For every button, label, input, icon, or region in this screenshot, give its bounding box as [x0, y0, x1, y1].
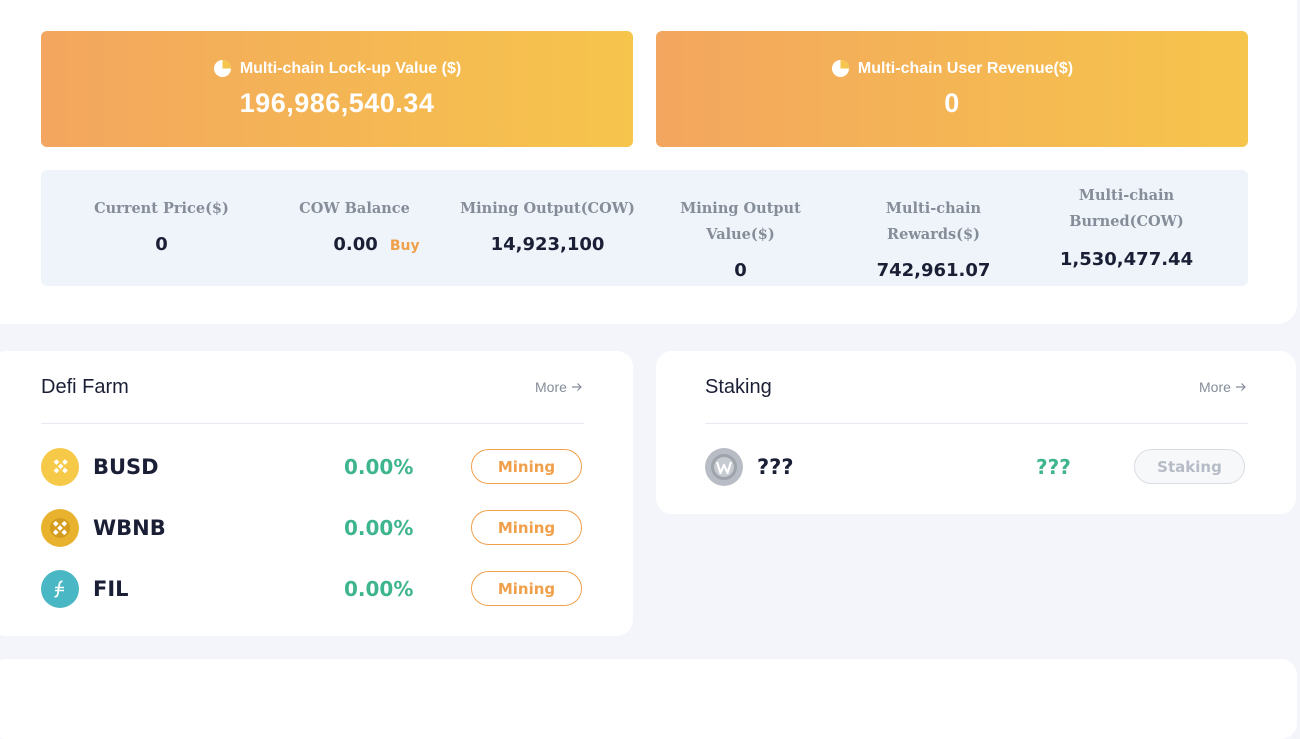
staking-title: Staking — [705, 376, 772, 398]
bottom-card — [0, 659, 1297, 739]
divider — [41, 423, 584, 424]
buy-link[interactable]: Buy — [389, 238, 420, 254]
coin-name: ??? — [757, 455, 794, 479]
metric-cow-balance: COW Balance 0.00 Buy — [258, 170, 451, 286]
more-label: More — [1199, 379, 1231, 395]
mining-button[interactable]: Mining — [471, 571, 582, 606]
coin-name: FIL — [93, 577, 129, 601]
metrics-strip: Current Price($) 0 COW Balance 0.00 Buy M… — [41, 170, 1248, 286]
defi-farm-panel: Defi Farm More BUSD 0.00% Mining — [0, 351, 633, 636]
busd-icon — [41, 448, 79, 486]
metric-mining-output: Mining Output(COW) 14,923,100 — [451, 170, 644, 286]
coin-name: WBNB — [93, 516, 166, 540]
arrow-right-icon — [1235, 383, 1246, 391]
defi-farm-title: Defi Farm — [41, 376, 129, 398]
divider — [705, 423, 1248, 424]
mining-button[interactable]: Mining — [471, 510, 582, 545]
metric-label: Multi-chain — [1078, 187, 1175, 204]
pie-chart-icon — [831, 59, 849, 78]
metric-label: Mining Output(COW) — [460, 200, 635, 217]
metric-value: 14,923,100 — [490, 234, 605, 255]
farm-row-busd: BUSD 0.00% Mining — [0, 447, 633, 487]
coin-name: BUSD — [93, 455, 159, 479]
metric-value: 0 — [155, 234, 168, 255]
bnb-icon — [41, 509, 79, 547]
arrow-right-icon — [571, 383, 582, 391]
farm-row-wbnb: WBNB 0.00% Mining — [0, 508, 633, 548]
metric-value: 742,961.07 — [876, 260, 991, 281]
metric-value: 1,530,477.44 — [1059, 249, 1194, 270]
apy-value: 0.00% — [344, 516, 414, 540]
more-label: More — [535, 379, 567, 395]
staking-row: ??? ??? Staking — [656, 447, 1296, 487]
metric-value: 0 — [734, 260, 747, 281]
staking-button[interactable]: Staking — [1134, 449, 1245, 484]
token-w-icon — [705, 448, 743, 486]
staking-more-link[interactable]: More — [1199, 379, 1247, 395]
metric-burned: Multi-chain Burned(COW) 1,530,477.44 — [1030, 170, 1223, 286]
metric-mining-output-value: Mining Output Value($) 0 — [644, 170, 837, 286]
farm-row-fil: FIL 0.00% Mining — [0, 569, 633, 609]
metric-label: Multi-chain Rewards($) — [885, 200, 982, 243]
staking-panel: Staking More ??? ??? Staking — [656, 351, 1296, 514]
user-revenue-banner: Multi-chain User Revenue($) 0 — [656, 31, 1248, 147]
metric-label: COW Balance — [299, 200, 410, 217]
metric-label: Burned(COW) — [1069, 213, 1184, 230]
user-revenue-value: 0 — [944, 88, 960, 118]
metric-rewards: Multi-chain Rewards($) 742,961.07 — [837, 170, 1030, 286]
lockup-value-banner: Multi-chain Lock-up Value ($) 196,986,54… — [41, 31, 633, 147]
defi-farm-more-link[interactable]: More — [535, 379, 583, 395]
user-revenue-label: Multi-chain User Revenue($) — [857, 59, 1074, 77]
lockup-value: 196,986,540.34 — [239, 88, 435, 118]
filecoin-icon — [41, 570, 79, 608]
apy-value: 0.00% — [344, 455, 414, 479]
metric-current-price: Current Price($) 0 — [65, 170, 258, 286]
mining-button[interactable]: Mining — [471, 449, 582, 484]
metric-value: 0.00 — [333, 234, 378, 255]
apy-value: 0.00% — [344, 577, 414, 601]
metric-label: Current Price($) — [94, 200, 229, 217]
apy-value: ??? — [1036, 455, 1071, 479]
lockup-value-label: Multi-chain Lock-up Value ($) — [239, 59, 462, 77]
pie-chart-icon — [213, 59, 231, 78]
metric-label: Mining Output Value($) — [680, 200, 801, 243]
